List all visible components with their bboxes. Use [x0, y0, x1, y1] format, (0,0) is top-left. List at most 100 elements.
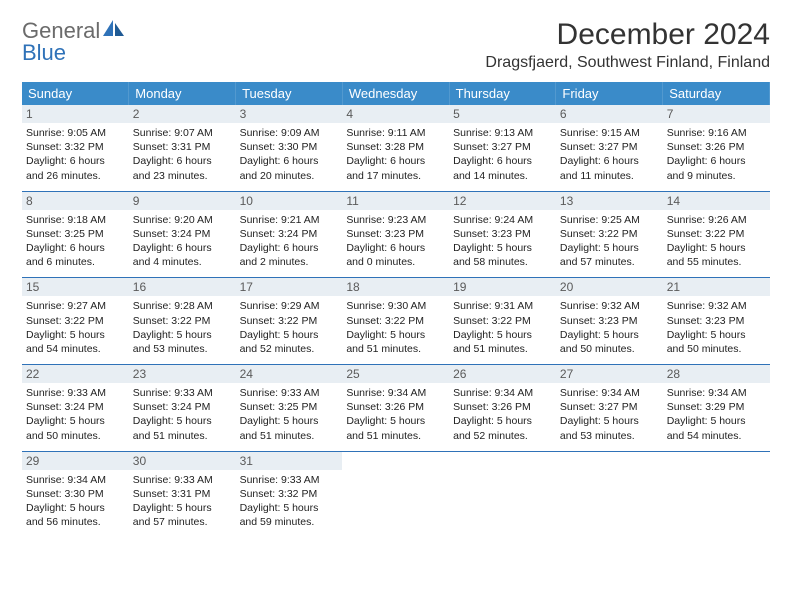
daylight-line: Daylight: 5 hours and 52 minutes.: [240, 328, 339, 356]
daylight-line: Daylight: 6 hours and 9 minutes.: [667, 154, 766, 182]
day-number: 6: [556, 105, 663, 123]
sunset-line: Sunset: 3:23 PM: [346, 227, 445, 241]
sunset-line: Sunset: 3:26 PM: [346, 400, 445, 414]
calendar-day-cell: 2Sunrise: 9:07 AMSunset: 3:31 PMDaylight…: [129, 105, 236, 191]
sunrise-line: Sunrise: 9:25 AM: [560, 213, 659, 227]
day-number: 16: [129, 278, 236, 296]
daylight-line: Daylight: 5 hours and 50 minutes.: [560, 328, 659, 356]
sunset-line: Sunset: 3:24 PM: [240, 227, 339, 241]
calendar-day-cell: 22Sunrise: 9:33 AMSunset: 3:24 PMDayligh…: [22, 365, 129, 452]
sunrise-line: Sunrise: 9:33 AM: [240, 473, 339, 487]
sunset-line: Sunset: 3:24 PM: [26, 400, 125, 414]
daylight-line: Daylight: 5 hours and 55 minutes.: [667, 241, 766, 269]
sunrise-line: Sunrise: 9:31 AM: [453, 299, 552, 313]
calendar-day-cell: 16Sunrise: 9:28 AMSunset: 3:22 PMDayligh…: [129, 278, 236, 365]
sunset-line: Sunset: 3:22 PM: [667, 227, 766, 241]
sunset-line: Sunset: 3:24 PM: [133, 400, 232, 414]
day-number: 3: [236, 105, 343, 123]
daylight-line: Daylight: 6 hours and 0 minutes.: [346, 241, 445, 269]
sunrise-line: Sunrise: 9:33 AM: [133, 473, 232, 487]
calendar-day-cell: 21Sunrise: 9:32 AMSunset: 3:23 PMDayligh…: [663, 278, 770, 365]
daylight-line: Daylight: 5 hours and 56 minutes.: [26, 501, 125, 529]
sunrise-line: Sunrise: 9:11 AM: [346, 126, 445, 140]
sunset-line: Sunset: 3:23 PM: [453, 227, 552, 241]
daylight-line: Daylight: 5 hours and 58 minutes.: [453, 241, 552, 269]
calendar-day-cell: 18Sunrise: 9:30 AMSunset: 3:22 PMDayligh…: [342, 278, 449, 365]
calendar-day-cell: 4Sunrise: 9:11 AMSunset: 3:28 PMDaylight…: [342, 105, 449, 191]
sunrise-line: Sunrise: 9:24 AM: [453, 213, 552, 227]
calendar-day-cell: [342, 451, 449, 537]
day-number: 19: [449, 278, 556, 296]
day-number: 28: [663, 365, 770, 383]
calendar-table: Sunday Monday Tuesday Wednesday Thursday…: [22, 82, 770, 537]
daylight-line: Daylight: 5 hours and 50 minutes.: [26, 414, 125, 442]
calendar-day-cell: 24Sunrise: 9:33 AMSunset: 3:25 PMDayligh…: [236, 365, 343, 452]
logo: General Blue: [22, 18, 126, 64]
header: General Blue December 2024 Dragsfjaerd, …: [22, 18, 770, 72]
sunset-line: Sunset: 3:24 PM: [133, 227, 232, 241]
day-number: 24: [236, 365, 343, 383]
sunrise-line: Sunrise: 9:09 AM: [240, 126, 339, 140]
calendar-day-cell: 14Sunrise: 9:26 AMSunset: 3:22 PMDayligh…: [663, 191, 770, 278]
location: Dragsfjaerd, Southwest Finland, Finland: [485, 54, 770, 72]
calendar-day-cell: 1Sunrise: 9:05 AMSunset: 3:32 PMDaylight…: [22, 105, 129, 191]
sunrise-line: Sunrise: 9:05 AM: [26, 126, 125, 140]
day-number: 5: [449, 105, 556, 123]
sunset-line: Sunset: 3:23 PM: [560, 314, 659, 328]
title-block: December 2024 Dragsfjaerd, Southwest Fin…: [485, 18, 770, 72]
sunset-line: Sunset: 3:22 PM: [346, 314, 445, 328]
day-number: 17: [236, 278, 343, 296]
day-number: 13: [556, 192, 663, 210]
daylight-line: Daylight: 5 hours and 57 minutes.: [133, 501, 232, 529]
sunset-line: Sunset: 3:31 PM: [133, 140, 232, 154]
daylight-line: Daylight: 5 hours and 51 minutes.: [346, 328, 445, 356]
sunset-line: Sunset: 3:29 PM: [667, 400, 766, 414]
daylight-line: Daylight: 6 hours and 17 minutes.: [346, 154, 445, 182]
sunrise-line: Sunrise: 9:32 AM: [560, 299, 659, 313]
day-number: 18: [342, 278, 449, 296]
day-number: 8: [22, 192, 129, 210]
calendar-day-cell: 25Sunrise: 9:34 AMSunset: 3:26 PMDayligh…: [342, 365, 449, 452]
day-number: 1: [22, 105, 129, 123]
daylight-line: Daylight: 5 hours and 59 minutes.: [240, 501, 339, 529]
calendar-day-cell: 5Sunrise: 9:13 AMSunset: 3:27 PMDaylight…: [449, 105, 556, 191]
sunset-line: Sunset: 3:25 PM: [26, 227, 125, 241]
day-header: Wednesday: [342, 82, 449, 105]
day-number: 14: [663, 192, 770, 210]
daylight-line: Daylight: 5 hours and 51 minutes.: [240, 414, 339, 442]
daylight-line: Daylight: 5 hours and 52 minutes.: [453, 414, 552, 442]
daylight-line: Daylight: 5 hours and 53 minutes.: [133, 328, 232, 356]
calendar-day-cell: 28Sunrise: 9:34 AMSunset: 3:29 PMDayligh…: [663, 365, 770, 452]
sunset-line: Sunset: 3:27 PM: [560, 400, 659, 414]
day-header: Friday: [556, 82, 663, 105]
day-number: 30: [129, 452, 236, 470]
calendar-day-cell: 31Sunrise: 9:33 AMSunset: 3:32 PMDayligh…: [236, 451, 343, 537]
calendar-week-row: 1 Sunrise: 9:05 AMSunset: 3:32 PM Daylight…: [22, 105, 770, 191]
daylight-line: Daylight: 6 hours and 6 minutes.: [26, 241, 125, 269]
logo-blue-text: Blue: [22, 42, 126, 64]
sunset-line: Sunset: 3:22 PM: [26, 314, 125, 328]
day-number: 31: [236, 452, 343, 470]
calendar-day-cell: 7Sunrise: 9:16 AMSunset: 3:26 PMDaylight…: [663, 105, 770, 191]
day-number: 22: [22, 365, 129, 383]
calendar-day-cell: 29Sunrise: 9:34 AMSunset: 3:30 PMDayligh…: [22, 451, 129, 537]
sunrise-line: Sunrise: 9:28 AM: [133, 299, 232, 313]
calendar-day-cell: 3Sunrise: 9:09 AMSunset: 3:30 PMDaylight…: [236, 105, 343, 191]
day-header: Sunday: [22, 82, 129, 105]
daylight-line: Daylight: 5 hours and 57 minutes.: [560, 241, 659, 269]
sunset-line: Sunset: 3:32 PM: [26, 140, 125, 154]
calendar-week-row: 22Sunrise: 9:33 AMSunset: 3:24 PMDayligh…: [22, 365, 770, 452]
sunrise-line: Sunrise: 9:34 AM: [453, 386, 552, 400]
calendar-body: 1 Sunrise: 9:05 AMSunset: 3:32 PM Daylight…: [22, 105, 770, 537]
calendar-day-cell: 8Sunrise: 9:18 AMSunset: 3:25 PMDaylight…: [22, 191, 129, 278]
calendar-day-cell: 12Sunrise: 9:24 AMSunset: 3:23 PMDayligh…: [449, 191, 556, 278]
calendar-day-cell: 20Sunrise: 9:32 AMSunset: 3:23 PMDayligh…: [556, 278, 663, 365]
sunrise-line: Sunrise: 9:15 AM: [560, 126, 659, 140]
sunset-line: Sunset: 3:30 PM: [26, 487, 125, 501]
sunrise-line: Sunrise: 9:33 AM: [240, 386, 339, 400]
day-number: 7: [663, 105, 770, 123]
daylight-line: Daylight: 6 hours and 4 minutes.: [133, 241, 232, 269]
day-number: 9: [129, 192, 236, 210]
sunset-line: Sunset: 3:22 PM: [560, 227, 659, 241]
day-header: Thursday: [449, 82, 556, 105]
